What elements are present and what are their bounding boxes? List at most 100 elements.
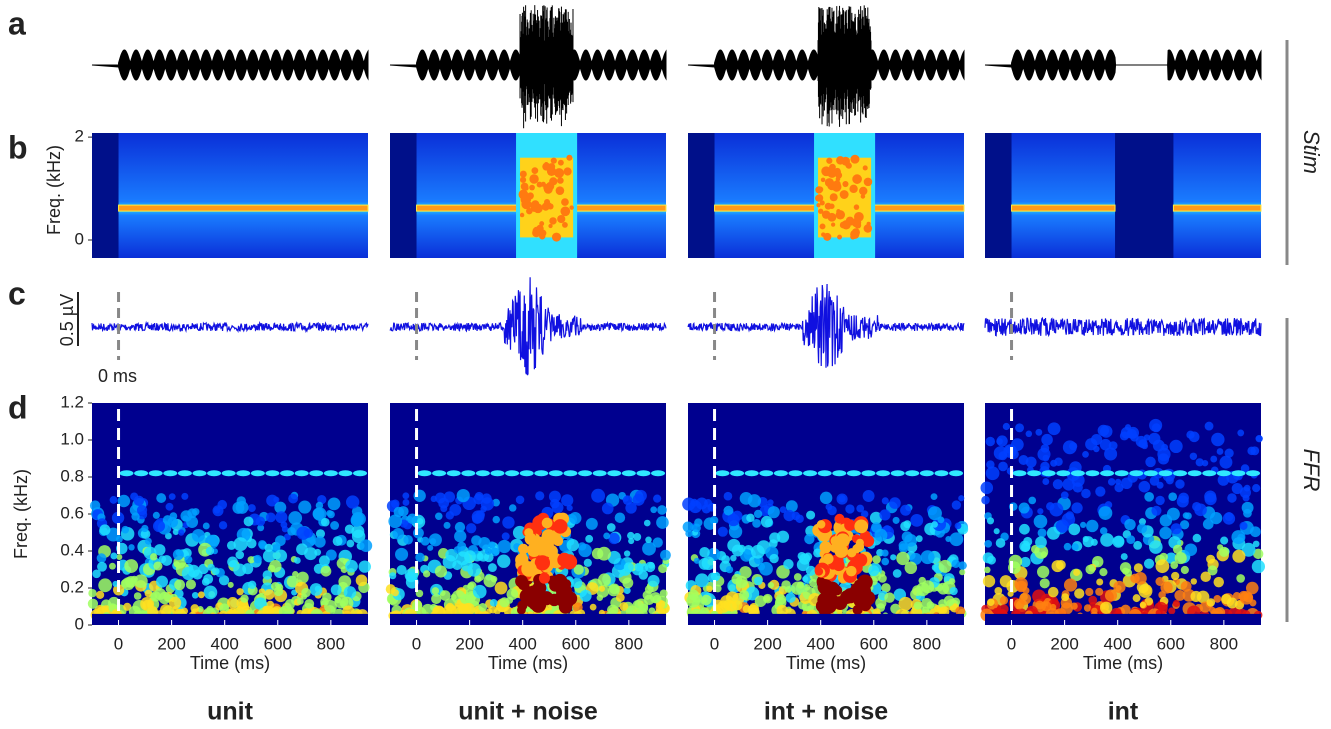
spectro-blob xyxy=(456,488,470,503)
spectro-blob xyxy=(1232,592,1241,600)
spectro-blob xyxy=(1074,588,1085,599)
noise-spot xyxy=(550,157,557,164)
spectro-blob xyxy=(273,586,284,597)
spectro-blob xyxy=(301,587,311,598)
spectro-blob xyxy=(1060,491,1069,500)
spectro-blob xyxy=(1239,521,1248,530)
spectro-blob xyxy=(332,536,343,547)
spectro-blob xyxy=(571,577,583,589)
spectro-blob xyxy=(315,529,326,539)
spectro-blob xyxy=(980,481,994,495)
spectro-blob xyxy=(627,531,635,540)
spectro-blob xyxy=(274,549,288,563)
spectro-blob xyxy=(181,566,196,581)
spectro-blob xyxy=(296,597,304,605)
spectro-blob xyxy=(435,512,443,521)
spectro-blob xyxy=(717,526,728,537)
spectro-blob xyxy=(1081,488,1091,499)
spectro-blob xyxy=(1095,587,1104,596)
spectro-blob xyxy=(796,558,810,572)
noise-spot xyxy=(821,166,832,177)
spectro-blob xyxy=(1099,438,1112,451)
spectro-blob xyxy=(243,516,254,527)
spectro-blob xyxy=(240,594,249,603)
spectro-blob xyxy=(111,511,125,525)
noise-blob xyxy=(527,543,542,558)
spectro-blob xyxy=(1157,447,1171,461)
harmonic xyxy=(163,470,178,477)
harmonic xyxy=(446,470,461,477)
y-tick-label: 1.0 xyxy=(60,429,84,448)
spectro-blob xyxy=(512,525,527,540)
harmonic xyxy=(832,470,847,477)
spectro-blob xyxy=(358,560,371,573)
spectro-blob xyxy=(809,578,818,588)
spectro-blob xyxy=(1178,492,1189,504)
spectro-blob xyxy=(121,525,130,534)
spectro-blob xyxy=(706,585,713,593)
spectro-blob xyxy=(781,580,791,590)
spectro-blob xyxy=(643,519,651,527)
noise-spot xyxy=(821,232,826,237)
harmonic xyxy=(353,470,368,477)
spectro-blob xyxy=(614,512,626,523)
harmonic xyxy=(715,470,730,477)
spectro-blob xyxy=(494,581,508,595)
spectro-blob xyxy=(304,598,315,609)
spectro-blob xyxy=(658,564,668,574)
spectro-blob xyxy=(1189,452,1198,460)
noise-spot xyxy=(815,194,822,202)
spectro-blob xyxy=(181,492,189,500)
harmonic xyxy=(1085,470,1100,477)
spectro-blob xyxy=(1082,535,1089,543)
x-tick-label: 200 xyxy=(753,634,781,653)
spectro-blob xyxy=(116,554,123,561)
spectro-blob xyxy=(1050,459,1058,467)
spectro-blob xyxy=(98,578,113,593)
spectro-blob xyxy=(265,512,276,523)
spectro-blob xyxy=(172,528,179,536)
harmonic xyxy=(207,470,222,477)
spectro-blob xyxy=(87,598,99,609)
noise-spot xyxy=(526,201,532,208)
spectro-blob xyxy=(493,607,501,615)
spectro-blob xyxy=(96,553,107,563)
x-axis-label: Time (ms) xyxy=(488,653,568,673)
spectro-blob xyxy=(874,528,888,542)
spectro-blob xyxy=(1243,592,1253,603)
noise-spot xyxy=(526,207,533,215)
spectro-blob xyxy=(623,562,634,573)
spectro-blob xyxy=(981,495,990,505)
spectro-blob xyxy=(767,506,780,519)
spectro-blob xyxy=(730,554,737,562)
spectro-blob xyxy=(913,601,922,610)
noise-spot xyxy=(824,178,834,188)
spectro-blob xyxy=(1211,432,1225,447)
harmonic xyxy=(323,470,338,477)
noise-spot xyxy=(543,184,553,194)
spectro-blob xyxy=(1155,495,1165,506)
spectro-blob xyxy=(247,556,255,564)
noise-blob xyxy=(822,553,834,565)
spectro-blob xyxy=(1032,589,1046,604)
spectro-blob xyxy=(92,569,101,579)
spectro-blob xyxy=(320,517,330,527)
spectro-blob xyxy=(753,576,763,586)
spectro-blob xyxy=(998,461,1008,472)
spectro-blob xyxy=(881,497,889,505)
spectro-blob xyxy=(474,491,484,501)
spectro-blob xyxy=(158,555,167,564)
noise-blob xyxy=(517,578,530,591)
spectro-blob xyxy=(275,535,286,547)
spectro-blob xyxy=(606,523,616,532)
spectro-blob xyxy=(623,586,631,595)
spectro-blob xyxy=(1124,518,1136,531)
spectro-blob xyxy=(896,551,910,566)
spectro-blob xyxy=(653,494,662,503)
spectro-blob xyxy=(721,555,730,564)
noise-blob xyxy=(552,535,564,547)
spectro-blob xyxy=(1170,561,1179,569)
spectro-blob xyxy=(982,552,994,564)
y-tick-label: 0.6 xyxy=(60,503,84,522)
spectro-blob xyxy=(212,505,224,517)
